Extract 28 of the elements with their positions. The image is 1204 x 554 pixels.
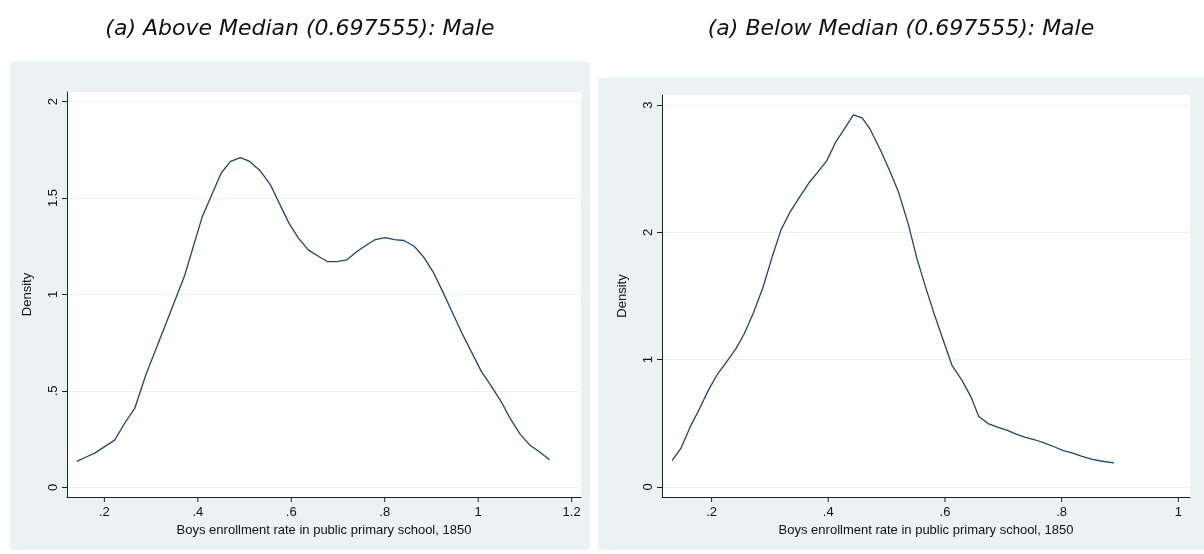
y-tick-label: 2: [640, 228, 655, 237]
x-tick-label: .8: [1056, 504, 1068, 519]
chart-title: (a) Below Median (0.697555): Male: [706, 14, 1096, 42]
y-tick-label: 1.5: [45, 189, 60, 208]
x-tick-label: 1: [474, 504, 482, 519]
y-tick-label: 2: [45, 98, 60, 106]
x-axis-title: Boys enrollment rate in public primary school, 1850: [778, 522, 1074, 537]
y-tick-label: 0: [640, 483, 655, 491]
x-tick-label: .6: [285, 504, 297, 519]
x-tick-label: .4: [192, 504, 204, 519]
y-tick-label: 3: [640, 101, 655, 109]
x-tick-label: 1: [1174, 504, 1182, 519]
line-series: [76, 156, 550, 462]
y-tick-label: .5: [45, 385, 60, 397]
y-axis-title: Density: [614, 273, 629, 318]
y-tick-label: 1: [45, 290, 60, 299]
x-tick-label: .8: [379, 504, 391, 519]
x-tick-label: 1.2: [562, 504, 581, 519]
x-tick-label: .2: [98, 504, 110, 519]
y-tick-label: 0: [45, 483, 60, 491]
y-tick-label: 1: [640, 355, 655, 364]
line-series: [671, 114, 1115, 464]
chart-title: (a) Above Median (0.697555): Male: [104, 14, 496, 42]
x-tick-label: .4: [822, 504, 834, 519]
x-tick-label: .6: [939, 504, 951, 519]
x-tick-label: .2: [706, 504, 718, 519]
x-axis-title: Boys enrollment rate in public primary school, 1850: [176, 522, 472, 537]
y-axis-title: Density: [19, 272, 34, 317]
